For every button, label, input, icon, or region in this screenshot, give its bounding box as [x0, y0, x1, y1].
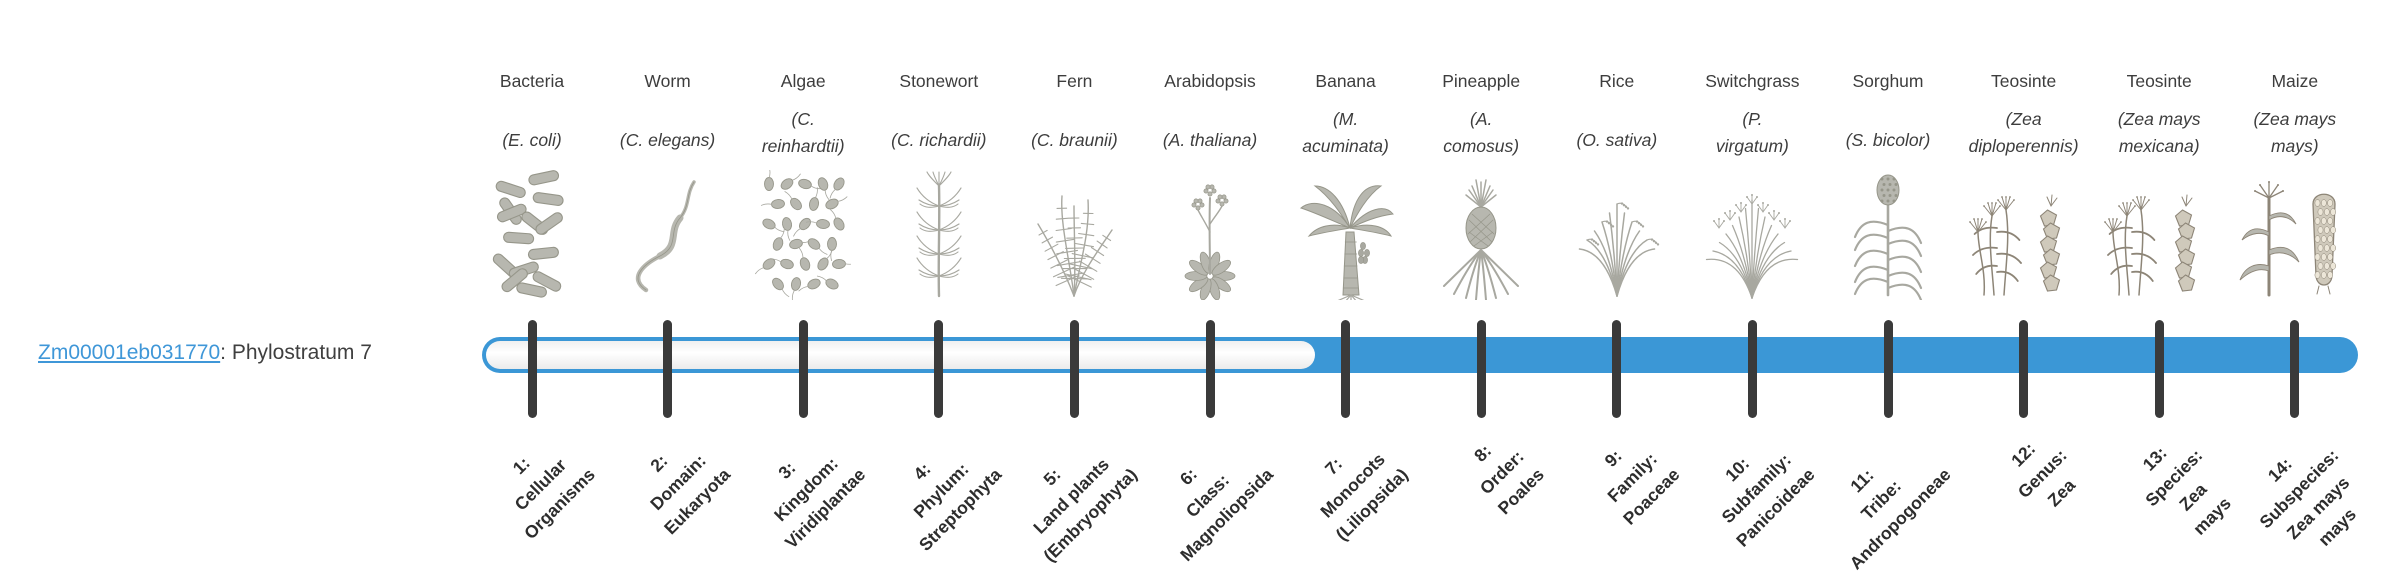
- stratum-label: 4: Phylum: Streptophyta: [874, 424, 1008, 558]
- gene-label: Zm00001eb031770: Phylostratum 7: [38, 341, 372, 365]
- timeline-bar: [482, 337, 2358, 373]
- stratum-label: 1: Cellular Organisms: [479, 424, 601, 546]
- taxon-common-name: Teosinte: [2126, 71, 2192, 91]
- fern-illustration: [1009, 168, 1139, 300]
- species-line: (Zea mays: [2253, 109, 2337, 129]
- timeline-tick: [2290, 320, 2300, 418]
- taxon-common-name: Rice: [1599, 71, 1635, 91]
- taxon-common-name: Teosinte: [1991, 71, 2057, 91]
- taxon-species-name: (A. thaliana): [1125, 127, 1295, 154]
- taxon-common-name: Maize: [2271, 71, 2319, 91]
- species-line: (A. thaliana): [1162, 130, 1258, 150]
- taxon-species-name: (C. braunii): [989, 127, 1159, 154]
- timeline-tick: [2154, 320, 2164, 418]
- maize-illustration: [2230, 168, 2360, 300]
- species-line: mays): [2270, 136, 2319, 156]
- taxon-common-name: Stonewort: [899, 71, 979, 91]
- stratum-label: 11: Tribe: Andropogoneae: [1805, 424, 1957, 576]
- species-line: (C.: [791, 109, 815, 129]
- species-line: (E. coli): [502, 130, 562, 150]
- taxon-species-name: (C. elegans): [583, 127, 753, 154]
- species-line: diploperennis): [1968, 136, 2079, 156]
- stratum-label: 2: Domain: Eukaryota: [620, 424, 737, 541]
- teosinte-illustration: [1959, 168, 2089, 300]
- species-line: reinhardtii): [761, 136, 845, 156]
- timeline-tick: [2019, 320, 2029, 418]
- stratum-label: 13: Species: Zea mays: [2120, 424, 2247, 551]
- stonewort-illustration: [874, 168, 1004, 300]
- species-line: (M.: [1332, 109, 1359, 129]
- timeline-tick: [1205, 320, 1215, 418]
- species-line: (O. sativa): [1576, 130, 1658, 150]
- species-line: (C. elegans): [619, 130, 716, 150]
- species-line: (A.: [1470, 109, 1493, 129]
- species-line: mexicana): [2118, 136, 2200, 156]
- timeline-tick: [1476, 320, 1486, 418]
- species-line: virgatum): [1715, 136, 1789, 156]
- teosinte-illustration: [2094, 168, 2224, 300]
- stratum-label: 9: Family: Poaceae: [1579, 424, 1687, 532]
- stratum-label: 10: Subfamily: Panicoideae: [1692, 424, 1822, 554]
- timeline-tick: [1747, 320, 1757, 418]
- taxon-common-name: Algae: [780, 71, 826, 91]
- taxon-common-name: Sorghum: [1852, 71, 1924, 91]
- taxon-species-name: (A. comosus): [1396, 106, 1566, 160]
- algae-illustration: [738, 168, 868, 300]
- stratum-label: 3: Kingdom: Viridiplantae: [741, 424, 872, 555]
- timeline-tick: [527, 320, 537, 418]
- taxon-species-name: (C. reinhardtii): [718, 106, 888, 160]
- bacteria-illustration: [467, 168, 597, 300]
- taxon-species-name: (O. sativa): [1532, 127, 1702, 154]
- taxon-common-name: Switchgrass: [1705, 71, 1800, 91]
- gene-id-link[interactable]: Zm00001eb031770: [38, 341, 221, 364]
- timeline-tick: [1883, 320, 1893, 418]
- species-line: (C. braunii): [1031, 130, 1118, 150]
- taxon-species-name: (C. richardii): [854, 127, 1024, 154]
- stratum-label: 7: Monocots (Liliopsida): [1292, 424, 1415, 547]
- taxon-species-name: (E. coli): [447, 127, 617, 154]
- stratum-label: 12: Genus: Zea: [1993, 424, 2093, 524]
- pineapple-illustration: [1416, 168, 1546, 300]
- gene-label-suffix: : Phylostratum 7: [220, 341, 372, 364]
- taxon-species-name: (Zea mays mexicana): [2074, 106, 2244, 160]
- switchgrass-illustration: [1687, 168, 1817, 300]
- stratum-label: 6: Class: Magnoliopsida: [1135, 424, 1279, 568]
- species-line: comosus): [1443, 136, 1520, 156]
- species-line: (P.: [1742, 109, 1763, 129]
- banana-illustration: [1281, 168, 1411, 300]
- taxon-species-name: (Zea mays mays): [2210, 106, 2380, 160]
- worm-illustration: [603, 168, 733, 300]
- species-line: (Zea mays: [2117, 109, 2201, 129]
- taxon-species-name: (Zea diploperennis): [1939, 106, 2109, 160]
- stratum-label: 8: Order: Poales: [1453, 424, 1550, 521]
- timeline-tick: [1069, 320, 1079, 418]
- taxon-species-name: (M. acuminata): [1261, 106, 1431, 160]
- rice-illustration: [1552, 168, 1682, 300]
- timeline-tick: [798, 320, 808, 418]
- taxon-common-name: Pineapple: [1442, 71, 1521, 91]
- species-line: acuminata): [1302, 136, 1389, 156]
- taxon-common-name: Worm: [644, 71, 691, 91]
- species-line: (C. richardii): [891, 130, 987, 150]
- stratum-label: 5: Land plants (Embryophyta): [999, 424, 1144, 569]
- timeline-tick: [1612, 320, 1622, 418]
- taxon-common-name: Fern: [1056, 71, 1093, 91]
- timeline-unfilled-region: [486, 341, 1315, 369]
- taxon-species-name: (P. virgatum): [1667, 106, 1837, 160]
- taxon-species-name: (S. bicolor): [1803, 127, 1973, 154]
- species-line: (Zea: [2005, 109, 2042, 129]
- species-line: (S. bicolor): [1845, 130, 1931, 150]
- sorghum-illustration: [1823, 168, 1953, 300]
- taxon-common-name: Banana: [1315, 71, 1376, 91]
- timeline-tick: [1341, 320, 1351, 418]
- timeline-tick: [934, 320, 944, 418]
- arabidopsis-illustration: [1145, 168, 1275, 300]
- taxon-common-name: Arabidopsis: [1164, 71, 1256, 91]
- stratum-label: 14: Subspecies: Zea mays mays: [2234, 424, 2383, 573]
- timeline-tick: [663, 320, 673, 418]
- taxon-common-name: Bacteria: [499, 71, 565, 91]
